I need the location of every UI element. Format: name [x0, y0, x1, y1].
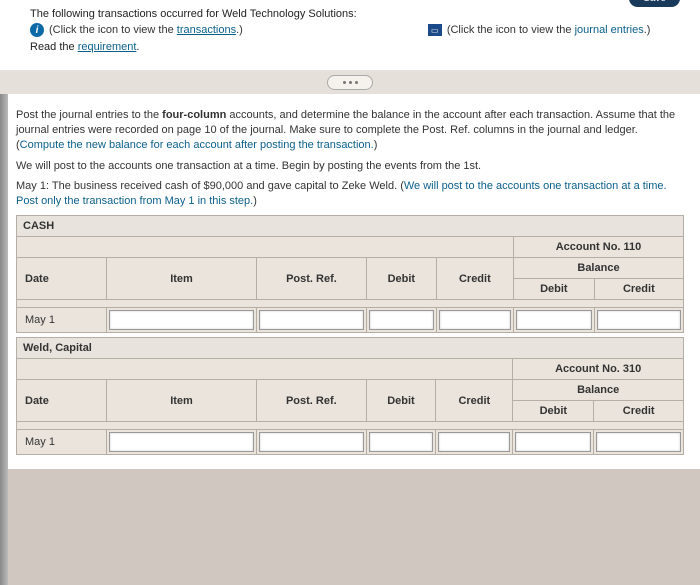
- click1-prefix: (Click the icon to view the: [49, 24, 177, 36]
- journal-entries-link[interactable]: journal entries: [575, 24, 644, 36]
- bal-debit-input[interactable]: [515, 432, 591, 452]
- col-balance: Balance: [513, 258, 683, 279]
- click2-prefix: (Click the icon to view the: [447, 24, 575, 36]
- col-item: Item: [107, 380, 257, 422]
- col-bal-credit: Credit: [594, 279, 683, 300]
- p3c: ): [253, 195, 257, 207]
- item-input[interactable]: [109, 432, 254, 452]
- expand-pill[interactable]: [327, 75, 373, 90]
- dot-icon: [355, 81, 358, 84]
- credit-input[interactable]: [439, 310, 511, 330]
- col-postref: Post. Ref.: [257, 380, 367, 422]
- postref-input[interactable]: [259, 310, 364, 330]
- col-debit: Debit: [366, 380, 436, 422]
- col-bal-debit: Debit: [513, 279, 594, 300]
- click1-suffix: .): [236, 24, 243, 36]
- col-date: Date: [17, 258, 107, 300]
- account-no-cash: Account No. 110: [513, 237, 683, 258]
- table-row: May 1: [17, 430, 684, 455]
- bal-debit-input[interactable]: [516, 310, 592, 330]
- click2-suffix: .): [644, 24, 651, 36]
- ledger-table-cash: Account No. 110 Date Item Post. Ref. Deb…: [16, 236, 684, 333]
- col-credit: Credit: [436, 258, 513, 300]
- item-input[interactable]: [109, 310, 254, 330]
- p1a: Post the journal entries to the: [16, 109, 162, 121]
- debit-input[interactable]: [369, 310, 434, 330]
- read-requirement-text: Read the requirement.: [30, 41, 686, 53]
- row-date: May 1: [17, 430, 107, 455]
- ledger-table-capital: Account No. 310 Date Item Post. Ref. Deb…: [16, 358, 684, 455]
- save-button[interactable]: Save: [629, 0, 680, 7]
- instruction-para-3: May 1: The business received cash of $90…: [16, 179, 684, 209]
- p1d: Compute the new balance for each account…: [20, 139, 374, 151]
- postref-input[interactable]: [259, 432, 364, 452]
- intro-text: The following transactions occurred for …: [30, 8, 686, 20]
- document-icon[interactable]: ▭: [428, 24, 442, 36]
- header-section: Save The following transactions occurred…: [0, 0, 700, 70]
- instruction-para-1: Post the journal entries to the four-col…: [16, 108, 684, 153]
- instruction-para-2: We will post to the accounts one transac…: [16, 159, 684, 174]
- row-date: May 1: [17, 308, 107, 333]
- p1b: four-column: [162, 109, 226, 121]
- col-bal-debit: Debit: [513, 401, 594, 422]
- account-no-capital: Account No. 310: [513, 359, 684, 380]
- table-row: May 1: [17, 308, 684, 333]
- dot-icon: [343, 81, 346, 84]
- credit-input[interactable]: [438, 432, 510, 452]
- info-icon[interactable]: i: [30, 23, 44, 37]
- read-prefix: Read the: [30, 41, 78, 53]
- col-postref: Post. Ref.: [257, 258, 367, 300]
- section-divider: [0, 70, 700, 94]
- bal-credit-input[interactable]: [596, 432, 681, 452]
- ledger-title-cash: CASH: [16, 215, 684, 236]
- transactions-link[interactable]: transactions: [177, 24, 236, 36]
- col-date: Date: [17, 380, 107, 422]
- debit-input[interactable]: [369, 432, 434, 452]
- content-section: Post the journal entries to the four-col…: [0, 94, 700, 469]
- col-balance: Balance: [513, 380, 684, 401]
- click-entries-text: (Click the icon to view the journal entr…: [447, 24, 651, 36]
- col-debit: Debit: [366, 258, 436, 300]
- ledger-title-capital: Weld, Capital: [16, 337, 684, 358]
- p3a: May 1: The business received cash of $90…: [16, 180, 404, 192]
- col-item: Item: [107, 258, 257, 300]
- read-suffix: .: [136, 41, 139, 53]
- click-transactions-text: (Click the icon to view the transactions…: [49, 24, 243, 36]
- col-credit: Credit: [436, 380, 513, 422]
- col-bal-credit: Credit: [594, 401, 684, 422]
- requirement-link[interactable]: requirement: [78, 41, 137, 53]
- dot-icon: [349, 81, 352, 84]
- p1e: ): [374, 139, 378, 151]
- bal-credit-input[interactable]: [597, 310, 681, 330]
